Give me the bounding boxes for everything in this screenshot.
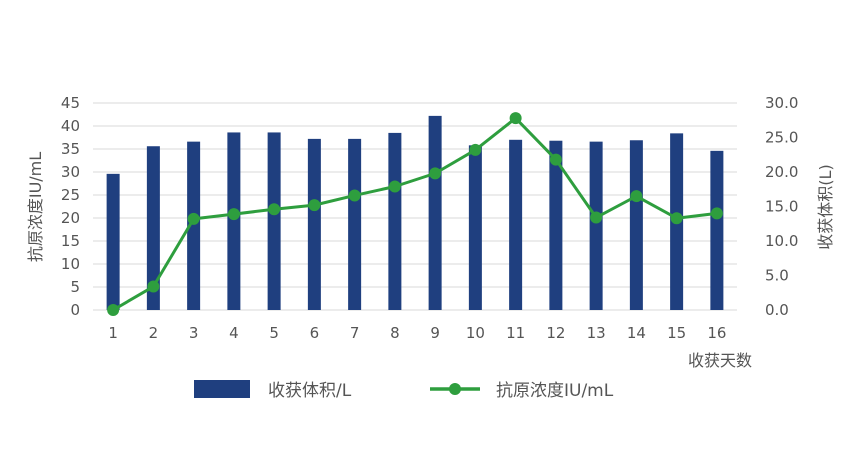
- bar: [106, 173, 120, 310]
- x-tick-label: 14: [627, 324, 646, 342]
- bar: [307, 138, 321, 310]
- bar: [267, 132, 281, 310]
- left-tick-layer: 0 5 10 15 20 25 30 35 40 45: [61, 94, 80, 319]
- line-point: [268, 203, 281, 216]
- y-left-tick-label: 45: [61, 94, 80, 112]
- bar: [227, 132, 241, 310]
- line-point: [107, 304, 120, 316]
- y-left-tick-label: 30: [61, 163, 80, 181]
- y-right-tick-label: 5.0: [765, 267, 789, 285]
- line-point: [670, 212, 683, 225]
- bar: [468, 145, 482, 310]
- bar: [629, 140, 643, 310]
- bar: [388, 132, 402, 310]
- x-tick-label: 4: [229, 324, 239, 342]
- y-left-tick-label: 5: [70, 278, 80, 296]
- x-tick-label: 11: [506, 324, 525, 342]
- x-tick-layer: 1 2 3 4 5 6 7 8 9 10 11 12 13 14 15 16: [108, 324, 726, 342]
- x-tick-label: 16: [707, 324, 726, 342]
- y-left-tick-label: 40: [61, 117, 80, 135]
- right-tick-layer: 0.0 5.0 10.0 15.0 20.0 25.0 30.0: [765, 94, 798, 319]
- line-point: [630, 190, 643, 203]
- bar: [710, 150, 724, 310]
- line-point: [469, 143, 482, 156]
- line-point: [429, 167, 442, 180]
- x-tick-label: 13: [587, 324, 606, 342]
- y-right-tick-label: 30.0: [765, 94, 798, 112]
- line-point: [590, 211, 603, 224]
- line-layer: [107, 112, 723, 316]
- y-right-tick-label: 25.0: [765, 129, 798, 147]
- y-left-tick-label: 35: [61, 140, 80, 158]
- line-point: [549, 153, 562, 166]
- line-point: [187, 212, 200, 225]
- line-point: [348, 189, 361, 202]
- x-tick-label: 15: [667, 324, 686, 342]
- bar: [549, 140, 563, 310]
- x-tick-label: 8: [390, 324, 400, 342]
- x-tick-label: 9: [430, 324, 440, 342]
- bar: [146, 146, 160, 310]
- bar: [348, 138, 362, 310]
- y-right-tick-label: 0.0: [765, 301, 789, 319]
- x-tick-label: 3: [189, 324, 199, 342]
- legend-bar-swatch: [194, 380, 250, 398]
- line-point: [147, 280, 160, 293]
- line-point: [509, 112, 522, 125]
- bar: [509, 139, 523, 310]
- x-tick-label: 7: [350, 324, 360, 342]
- series-line: [112, 116, 718, 312]
- y-left-tick-label: 20: [61, 209, 80, 227]
- line-point: [388, 180, 401, 193]
- grid-layer: [93, 102, 737, 311]
- line-point: [308, 199, 321, 212]
- x-tick-label: 1: [108, 324, 118, 342]
- x-axis-title: 收获天数: [688, 351, 752, 370]
- y-right-axis-title: 收获体积(L): [816, 164, 835, 249]
- y-right-tick-label: 10.0: [765, 232, 798, 250]
- y-left-tick-label: 25: [61, 186, 80, 204]
- y-left-axis-title: 抗原浓度IU/mL: [26, 152, 45, 262]
- x-tick-label: 10: [466, 324, 485, 342]
- legend-line-label: 抗原浓度IU/mL: [496, 381, 614, 401]
- y-right-tick-label: 15.0: [765, 198, 798, 216]
- bar-layer: [106, 115, 724, 310]
- y-right-tick-label: 20.0: [765, 163, 798, 181]
- x-tick-label: 12: [546, 324, 565, 342]
- legend: 收获体积/L 抗原浓度IU/mL: [194, 380, 614, 401]
- line-point: [227, 208, 240, 221]
- x-tick-label: 6: [310, 324, 320, 342]
- y-left-tick-label: 10: [61, 255, 80, 273]
- y-left-tick-label: 15: [61, 232, 80, 250]
- y-left-tick-label: 0: [70, 301, 80, 319]
- bar: [187, 141, 201, 310]
- x-tick-label: 2: [149, 324, 159, 342]
- x-tick-label: 5: [269, 324, 279, 342]
- bar: [428, 115, 442, 310]
- legend-line-marker: [449, 383, 461, 395]
- bar: [589, 141, 603, 310]
- legend-bar-label: 收获体积/L: [268, 381, 352, 401]
- line-point: [710, 207, 723, 220]
